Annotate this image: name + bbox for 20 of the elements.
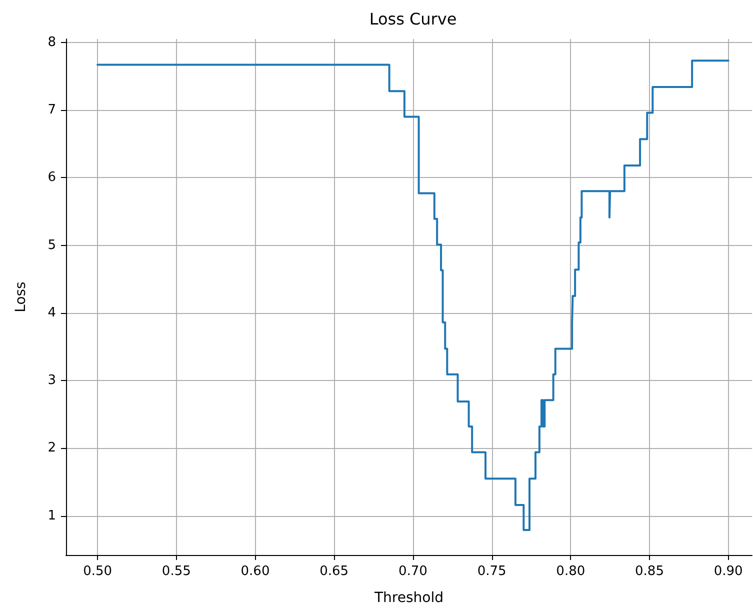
y-tick-label: 3 [48, 373, 56, 388]
y-tick-label: 4 [48, 305, 56, 320]
x-tick-label: 0.75 [477, 564, 506, 579]
x-tick-label: 0.90 [714, 564, 743, 579]
x-tick-label: 0.80 [556, 564, 586, 579]
x-tick-label: 0.70 [398, 564, 428, 579]
x-axis-title: Threshold [374, 590, 444, 606]
x-tick-label: 0.60 [240, 564, 270, 579]
y-tick-label: 6 [48, 170, 56, 186]
y-tick-label: 1 [48, 508, 56, 524]
y-tick-label: 7 [48, 102, 56, 118]
y-tick-label: 5 [48, 238, 56, 253]
x-tick-label: 0.50 [83, 564, 112, 579]
x-tick-label: 0.65 [320, 564, 349, 579]
x-tick-label: 0.85 [635, 564, 664, 579]
y-tick-label: 2 [48, 440, 56, 456]
x-tick-label: 0.55 [162, 564, 191, 579]
y-axis-title: Loss [13, 282, 29, 312]
chart-title: Loss Curve [369, 10, 457, 28]
y-tick-label: 8 [48, 34, 56, 50]
